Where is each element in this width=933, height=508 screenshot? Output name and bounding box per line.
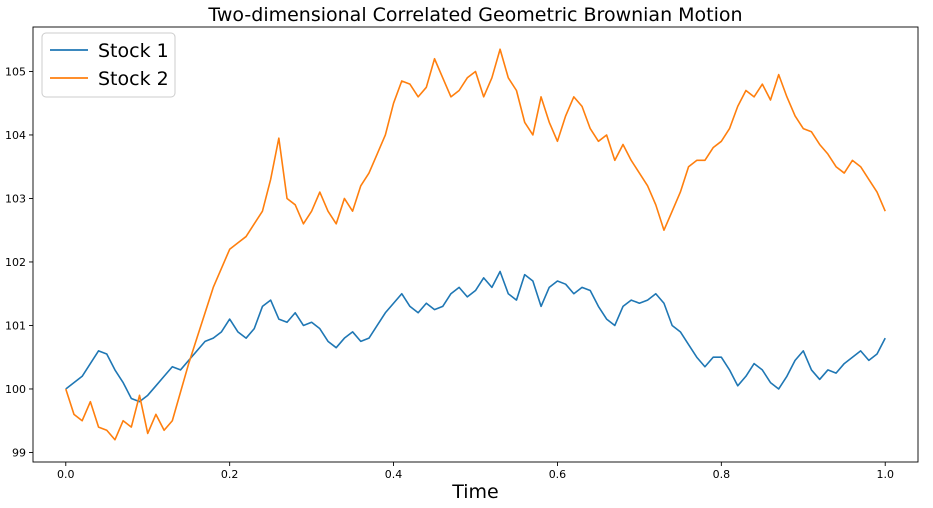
x-tick-label: 0.2 (221, 468, 239, 481)
y-tick-label: 105 (5, 65, 26, 78)
y-tick-label: 100 (5, 383, 26, 396)
y-tick-label: 101 (5, 319, 26, 332)
x-tick-label: 1.0 (876, 468, 894, 481)
x-axis: 0.0 0.2 0.4 0.6 0.8 1.0 (57, 462, 894, 481)
x-tick-label: 0.4 (385, 468, 403, 481)
x-tick-label: 0.8 (713, 468, 731, 481)
legend: Stock 1 Stock 2 (41, 32, 176, 98)
chart-title: Two-dimensional Correlated Geometric Bro… (207, 4, 742, 26)
series-line-1 (65, 270, 886, 403)
plot-area (65, 48, 886, 441)
y-tick-label: 102 (5, 256, 26, 269)
legend-entry-2: Stock 2 (98, 68, 169, 90)
y-tick-label: 103 (5, 192, 26, 205)
series-line-2 (65, 48, 886, 441)
y-axis: 99 100 101 102 103 104 105 (5, 65, 33, 459)
x-tick-label: 0.6 (549, 468, 567, 481)
legend-entry-1: Stock 1 (98, 40, 169, 62)
x-tick-label: 0.0 (57, 468, 75, 481)
y-tick-label: 104 (5, 129, 26, 142)
plot-frame (32, 26, 919, 463)
legend-box (41, 32, 176, 98)
y-tick-label: 99 (12, 446, 26, 459)
x-axis-label: Time (451, 481, 499, 503)
